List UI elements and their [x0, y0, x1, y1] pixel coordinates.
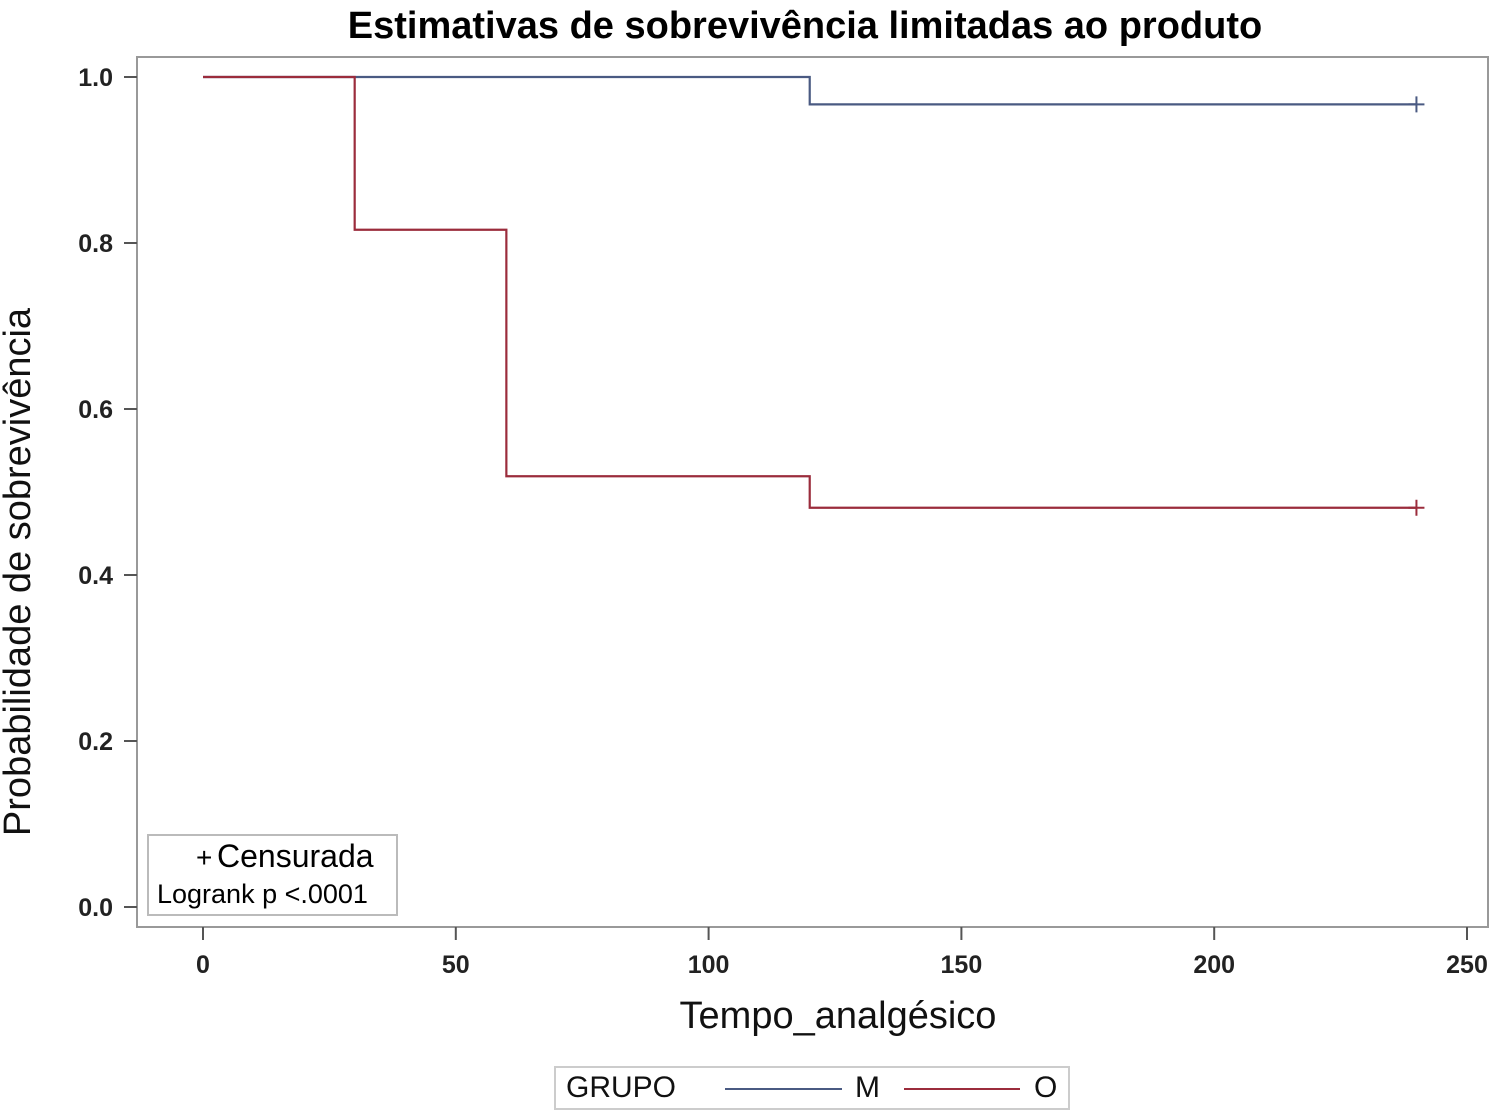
inset-box: + Censurada Logrank p <.0001: [147, 834, 398, 916]
x-tick-label: 100: [688, 951, 730, 979]
series-line-O: [203, 75, 1417, 509]
x-tick-label: 250: [1446, 951, 1488, 979]
plot-frame: [136, 56, 1489, 928]
y-tick-label: 0.0: [78, 894, 113, 922]
y-tick-label: 0.4: [78, 562, 113, 590]
censor-label: Censurada: [217, 838, 374, 874]
censor-mark-O: [1408, 499, 1425, 516]
legend: GRUPO M O: [554, 1066, 1070, 1110]
logrank-text: Logrank p <.0001: [157, 879, 368, 909]
y-axis-label: Probabilidade de sobrevivência: [0, 307, 39, 836]
y-tick-label: 1.0: [78, 64, 113, 92]
chart-title: Estimativas de sobrevivência limitadas a…: [348, 5, 1262, 47]
x-tick-label: 200: [1193, 951, 1235, 979]
x-axis-label: Tempo_analgésico: [680, 995, 997, 1037]
y-tick-label: 0.2: [78, 728, 113, 756]
censor-mark-M: [1408, 96, 1425, 113]
y-tick-label: 0.8: [78, 230, 113, 258]
legend-label-M: M: [855, 1071, 880, 1104]
x-tick-label: 50: [442, 951, 470, 979]
x-tick-label: 150: [941, 951, 983, 979]
legend-title: GRUPO: [566, 1071, 676, 1104]
censor-symbol: +: [196, 842, 212, 873]
series-line-M: [203, 75, 1417, 106]
y-tick-label: 0.6: [78, 396, 113, 424]
legend-label-O: O: [1034, 1071, 1057, 1104]
x-tick-label: 0: [196, 951, 210, 979]
